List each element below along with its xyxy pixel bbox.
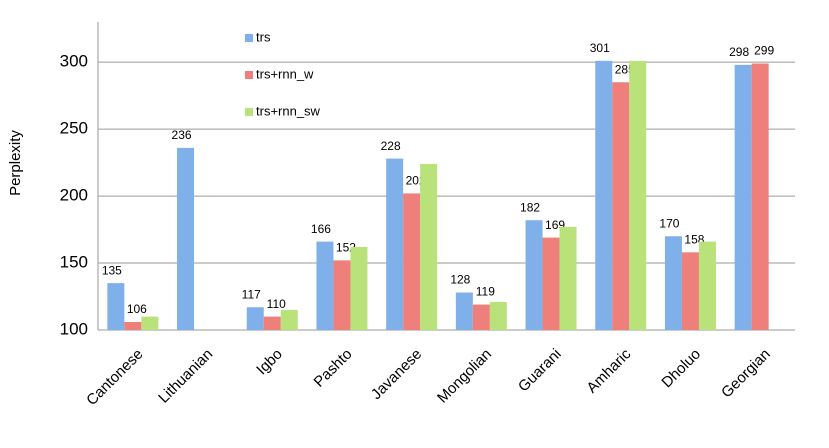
value-label: 182 bbox=[520, 200, 540, 214]
x-tick-label: Dholuo bbox=[658, 346, 704, 392]
y-tick-label: 200 bbox=[60, 186, 88, 205]
y-tick-label: 100 bbox=[60, 319, 88, 338]
bar bbox=[107, 283, 125, 330]
x-tick-label: Cantonese bbox=[83, 346, 146, 409]
bar bbox=[177, 147, 195, 330]
value-label: 135 bbox=[102, 263, 122, 277]
value-label: 119 bbox=[476, 285, 495, 299]
y-tick-label: 150 bbox=[60, 253, 88, 272]
value-label: 166 bbox=[311, 222, 331, 236]
legend-swatch bbox=[245, 34, 253, 42]
value-label: 106 bbox=[127, 302, 147, 316]
legend-label: trs+rnn_w bbox=[256, 66, 314, 81]
legend-swatch bbox=[245, 108, 253, 116]
value-label: 170 bbox=[659, 216, 679, 230]
bar bbox=[629, 60, 647, 331]
bar bbox=[664, 236, 682, 330]
bar bbox=[420, 163, 438, 330]
value-label: 298 bbox=[729, 45, 749, 59]
y-tick-label: 250 bbox=[60, 119, 88, 138]
bar bbox=[472, 304, 490, 330]
value-label: 110 bbox=[267, 297, 286, 311]
bar bbox=[595, 60, 613, 331]
bar bbox=[525, 220, 543, 330]
value-label: 117 bbox=[242, 287, 261, 301]
legend-swatch bbox=[245, 71, 253, 79]
bar bbox=[124, 321, 142, 330]
bar bbox=[280, 309, 298, 330]
value-label: 299 bbox=[754, 44, 774, 58]
value-label: 301 bbox=[590, 41, 610, 55]
x-tick-label: Guarani bbox=[515, 346, 565, 396]
bar bbox=[455, 292, 473, 330]
bar bbox=[141, 316, 159, 330]
bar bbox=[698, 241, 716, 330]
bar bbox=[263, 316, 281, 330]
value-label: 236 bbox=[172, 128, 192, 142]
y-axis-label: Perplexity bbox=[7, 130, 24, 196]
value-label: 228 bbox=[381, 139, 401, 153]
bar bbox=[681, 252, 699, 330]
bar bbox=[403, 193, 421, 330]
x-tick-label: Mongolian bbox=[434, 346, 495, 407]
bar bbox=[386, 158, 404, 330]
bar bbox=[489, 301, 507, 330]
bar bbox=[542, 237, 560, 330]
legend-label: trs bbox=[256, 29, 271, 44]
x-tick-label: Igbo bbox=[253, 346, 286, 379]
value-label: 128 bbox=[450, 273, 470, 287]
bar bbox=[350, 246, 368, 330]
bar bbox=[734, 64, 752, 330]
x-tick-label: Amharic bbox=[583, 345, 634, 396]
y-tick-label: 300 bbox=[60, 52, 88, 71]
bar bbox=[316, 241, 334, 330]
x-tick-label: Javanese bbox=[368, 346, 425, 403]
bar bbox=[751, 63, 769, 331]
bar bbox=[246, 307, 264, 330]
x-tick-label: Georgian bbox=[718, 346, 774, 402]
bar bbox=[333, 260, 351, 330]
x-tick-label: Pashto bbox=[311, 346, 356, 391]
legend-label: trs+rnn_sw bbox=[256, 103, 321, 118]
bar bbox=[612, 82, 630, 331]
bar bbox=[559, 226, 577, 330]
x-tick-label: Lithuanian bbox=[155, 346, 216, 407]
